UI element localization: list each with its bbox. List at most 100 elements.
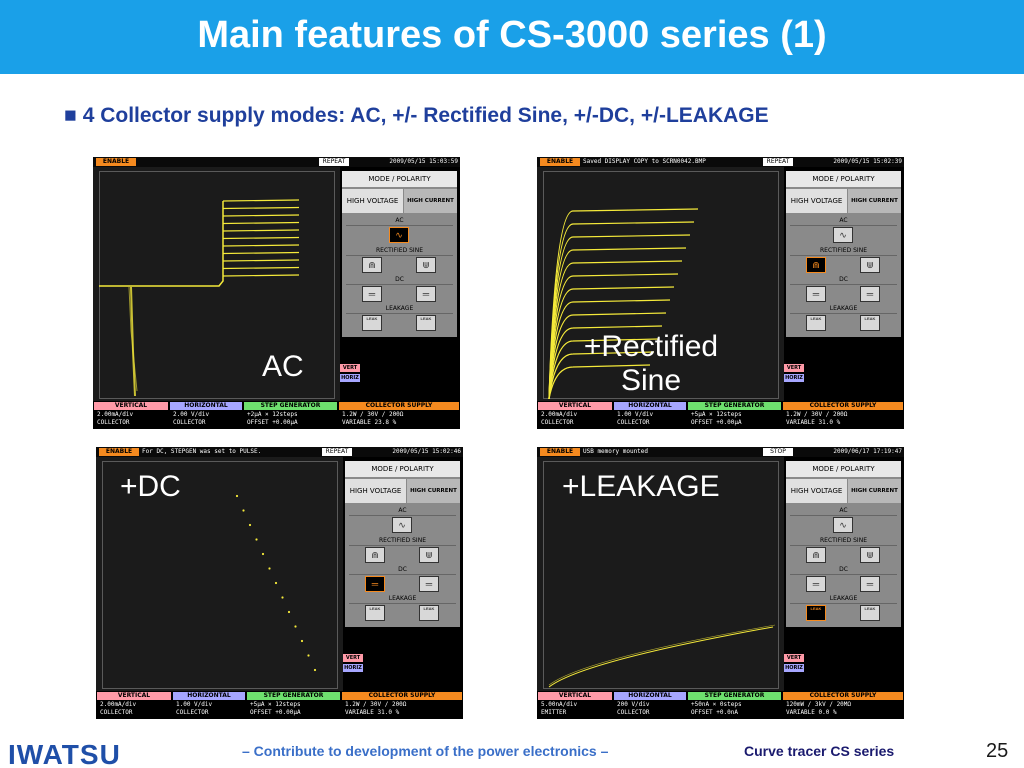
section-divider bbox=[790, 284, 897, 285]
section-label-leakage: LEAKAGE bbox=[385, 305, 414, 312]
collector-supply-readout: COLLECTOR SUPPLY 1.2W / 30V / 200Ω VARIABL… bbox=[782, 401, 904, 429]
dc-mode-icon-neg: ═ bbox=[860, 286, 880, 302]
dc-mode-icon-pos: ═ bbox=[365, 576, 385, 592]
high-current-tab: HIGH CURRENT bbox=[848, 479, 901, 503]
caption-rectified-sine: +Rectified Sine bbox=[566, 330, 736, 398]
trace-curves bbox=[99, 171, 335, 399]
section-divider bbox=[790, 225, 897, 226]
trace-curves bbox=[543, 171, 779, 400]
trace-display bbox=[96, 457, 343, 691]
collector-supply-source: VARIABLE 31.0 % bbox=[345, 709, 400, 716]
collector-supply-readout: COLLECTOR SUPPLY 120mW / 3kV / 20MΩ VARIAB… bbox=[782, 691, 904, 719]
bullet-square-icon: ■ bbox=[64, 104, 77, 127]
vertical-value: 2.00mA/div bbox=[100, 701, 137, 708]
enable-badge: ENABLE bbox=[540, 448, 580, 456]
vert-indicator: VERT bbox=[784, 654, 804, 662]
collector-supply-value: 1.2W / 30V / 200Ω bbox=[786, 411, 848, 418]
collector-supply-source: VARIABLE 0.0 % bbox=[786, 709, 837, 716]
collector-supply-header: COLLECTOR SUPPLY bbox=[783, 692, 903, 700]
mode-polarity-box: MODE / POLARITY HIGH VOLTAGE HIGH CURRENT A… bbox=[786, 171, 901, 337]
horizontal-value: 1.00 V/div bbox=[617, 411, 654, 418]
dc-mode-icon-pos: ═ bbox=[362, 286, 382, 302]
ac-mode-icon-pos: ∿ bbox=[833, 517, 853, 533]
caption-ac: AC bbox=[262, 350, 304, 383]
readout-bar: VERTICAL 2.00mA/div COLLECTOR HORIZONTAL 1.0… bbox=[96, 691, 463, 719]
mode-panel: MODE / POLARITY HIGH VOLTAGE HIGH CURRENT A… bbox=[784, 457, 904, 691]
high-current-tab: HIGH CURRENT bbox=[404, 189, 457, 213]
vertical-readout: VERTICAL 2.00mA/div COLLECTOR bbox=[96, 691, 172, 719]
step-generator-readout: STEP GENERATOR +5μA × 12steps OFFSET +0.00… bbox=[246, 691, 341, 719]
bullet-line: ■ 4 Collector supply modes: AC, +/- Recti… bbox=[64, 104, 769, 128]
leak-mode-icon-neg: LEAK bbox=[416, 315, 436, 331]
step-generator-readout: STEP GENERATOR +50nA × 0steps OFFSET +0.0n… bbox=[687, 691, 782, 719]
scope-screen-ac: ENABLE REPEAT 2009/05/15 15:03:59 MODE / PO… bbox=[93, 157, 460, 429]
rect-mode-icon-neg: ⋓ bbox=[860, 257, 880, 273]
title-bar: Main features of CS-3000 series (1) bbox=[0, 0, 1024, 74]
graticule bbox=[543, 461, 779, 689]
leak-mode-icon-pos: LEAK bbox=[362, 315, 382, 331]
enable-badge: ENABLE bbox=[96, 158, 136, 166]
collector-supply-header: COLLECTOR SUPPLY bbox=[339, 402, 459, 410]
section-label-ac: AC bbox=[398, 507, 407, 514]
horizontal-value: 200 V/div bbox=[617, 701, 650, 708]
rect-mode-icon-neg: ⋓ bbox=[419, 547, 439, 563]
leak-mode-icon-neg: LEAK bbox=[860, 605, 880, 621]
vertical-readout: VERTICAL 2.00mA/div COLLECTOR bbox=[93, 401, 169, 429]
vertical-value: 5.00nA/div bbox=[541, 701, 578, 708]
graticule bbox=[543, 171, 779, 399]
high-voltage-tab: HIGH VOLTAGE bbox=[786, 479, 847, 503]
section-divider bbox=[346, 225, 453, 226]
trace-display bbox=[93, 167, 340, 401]
section-divider bbox=[790, 603, 897, 604]
status-bar: ENABLE For DC, STEPGEN was set to PULSE. R… bbox=[96, 447, 463, 457]
mode-polarity-title: MODE / POLARITY bbox=[342, 171, 457, 187]
horiz-indicator: HORIZ bbox=[343, 664, 363, 672]
vertical-value: 2.00mA/div bbox=[541, 411, 578, 418]
section-divider bbox=[349, 574, 456, 575]
high-voltage-tab: HIGH VOLTAGE bbox=[345, 479, 406, 503]
readout-bar: VERTICAL 5.00nA/div EMITTER HORIZONTAL 200 V… bbox=[537, 691, 904, 719]
section-divider bbox=[790, 313, 897, 314]
step-generator-header: STEP GENERATOR bbox=[247, 692, 340, 700]
section-label-ac: AC bbox=[839, 507, 848, 514]
section-label-rectified-sine: RECTIFIED SINE bbox=[379, 537, 426, 544]
status-bar: ENABLE REPEAT 2009/05/15 15:03:59 bbox=[93, 157, 460, 167]
sweep-mode-badge: REPEAT bbox=[763, 158, 793, 166]
vert-indicator: VERT bbox=[343, 654, 363, 662]
sweep-mode-badge: REPEAT bbox=[319, 158, 349, 166]
vertical-source: COLLECTOR bbox=[100, 709, 133, 716]
horizontal-header: HORIZONTAL bbox=[170, 402, 242, 410]
high-current-tab: HIGH CURRENT bbox=[848, 189, 901, 213]
step-generator-header: STEP GENERATOR bbox=[688, 402, 781, 410]
trace-display bbox=[537, 167, 784, 401]
step-generator-value: +2μA × 12steps bbox=[247, 411, 298, 418]
enable-badge: ENABLE bbox=[540, 158, 580, 166]
mode-polarity-box: MODE / POLARITY HIGH VOLTAGE HIGH CURRENT A… bbox=[342, 171, 457, 337]
rect-mode-icon-pos: ⋒ bbox=[806, 257, 826, 273]
timestamp: 2009/05/15 15:03:59 bbox=[389, 158, 458, 165]
timestamp: 2009/06/17 17:19:47 bbox=[833, 448, 902, 455]
section-divider bbox=[790, 574, 897, 575]
horizontal-readout: HORIZONTAL 200 V/div COLLECTOR bbox=[613, 691, 687, 719]
step-generator-value: +50nA × 0steps bbox=[691, 701, 742, 708]
horizontal-source: COLLECTOR bbox=[173, 419, 206, 426]
section-divider bbox=[346, 255, 453, 256]
ac-mode-icon-pos: ∿ bbox=[392, 517, 412, 533]
high-voltage-tab: HIGH VOLTAGE bbox=[786, 189, 847, 213]
mode-panel: MODE / POLARITY HIGH VOLTAGE HIGH CURRENT A… bbox=[784, 167, 904, 401]
section-label-dc: DC bbox=[395, 276, 404, 283]
ac-mode-icon-pos: ∿ bbox=[833, 227, 853, 243]
vertical-source: COLLECTOR bbox=[97, 419, 130, 426]
collector-supply-header: COLLECTOR SUPPLY bbox=[342, 692, 462, 700]
section-label-leakage: LEAKAGE bbox=[829, 595, 858, 602]
trace-display bbox=[537, 457, 784, 691]
section-label-leakage: LEAKAGE bbox=[829, 305, 858, 312]
section-divider bbox=[790, 255, 897, 256]
mode-polarity-title: MODE / POLARITY bbox=[786, 171, 901, 187]
caption-dc: +DC bbox=[120, 470, 181, 503]
caption-rectified-line2: Sine bbox=[620, 364, 682, 397]
section-divider bbox=[790, 545, 897, 546]
scope-screen-dc: ENABLE For DC, STEPGEN was set to PULSE. R… bbox=[96, 447, 463, 719]
section-label-leakage: LEAKAGE bbox=[388, 595, 417, 602]
section-label-ac: AC bbox=[395, 217, 404, 224]
